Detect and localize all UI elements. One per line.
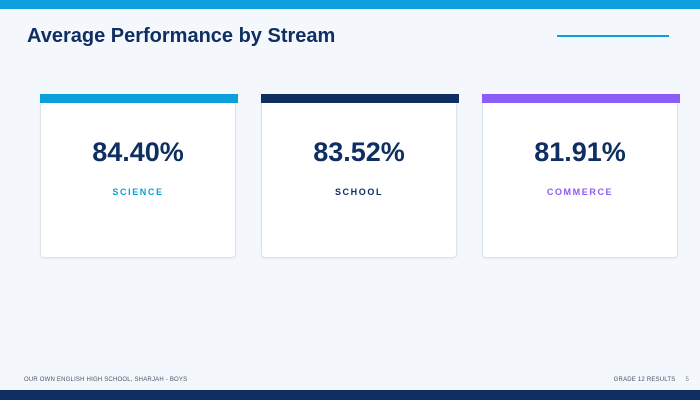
card-color-strip [261,94,459,103]
footer-school-name: OUR OWN ENGLISH HIGH SCHOOL, SHARJAH - B… [24,377,188,383]
page-number: 5 [685,377,689,383]
top-accent-bar [0,0,700,9]
footer-right: GRADE 12 RESULTS 5 [614,377,689,383]
card-color-strip [40,94,238,103]
stat-label: SCIENCE [112,187,164,197]
footer-report-title: GRADE 12 RESULTS [613,377,676,383]
stat-label: SCHOOL [334,187,384,197]
stat-value: 83.52% [313,137,405,167]
page-title: Average Performance by Stream [27,25,336,47]
stat-card-school: 83.52% SCHOOL [261,94,459,258]
stat-label: COMMERCE [546,187,614,197]
bottom-accent-bar [0,390,700,400]
stat-value: 84.40% [92,137,184,167]
card-color-strip [482,94,680,103]
stat-card-commerce: 81.91% COMMERCE [482,94,680,258]
title-accent-rule [557,35,669,37]
stat-value: 81.91% [534,137,626,167]
stat-card-science: 84.40% SCIENCE [40,94,238,258]
